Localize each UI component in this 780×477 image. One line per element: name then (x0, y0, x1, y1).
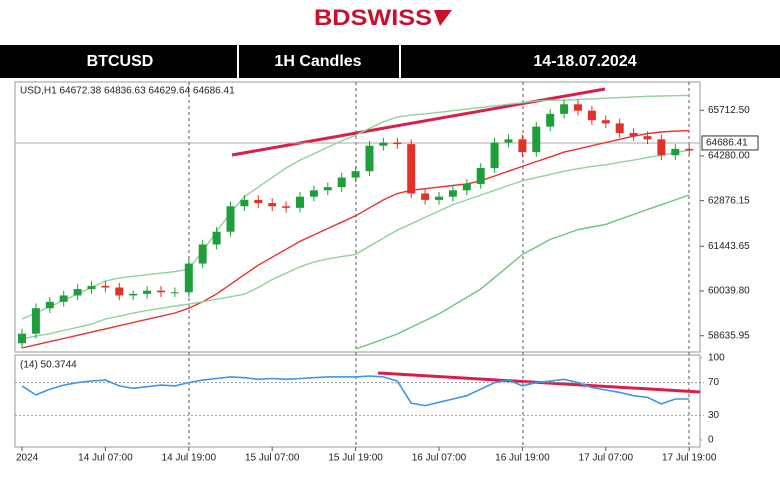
indicator-line (21, 149, 690, 340)
price-info: USD,H1 64672.38 64836.63 64629.64 64686.… (20, 86, 235, 97)
candle-body (671, 148, 680, 156)
candle-body (31, 308, 40, 334)
y-tick-label: 70 (708, 377, 720, 388)
x-tick-label: 17 Jul 07:00 (579, 453, 634, 464)
y-tick-label: 100 (708, 353, 725, 364)
candle-body (351, 171, 360, 178)
candle-body (268, 203, 277, 207)
candle-body (393, 142, 402, 145)
candle-body (574, 104, 582, 111)
candle-body (212, 231, 221, 245)
candle-body (365, 145, 374, 172)
price-panel (14, 81, 701, 353)
indicator-line (355, 194, 690, 350)
y-tick-label: 61443.65 (708, 241, 750, 252)
candle-body (337, 177, 346, 188)
candle-body (309, 190, 318, 197)
y-tick-label: 64280.00 (708, 151, 750, 162)
candle-body (518, 139, 527, 153)
x-tick-label: 16 Jul 19:00 (495, 453, 550, 464)
x-tick-label: 14 Jul 19:00 (162, 453, 217, 464)
candle-body (73, 289, 82, 296)
last-price-box (701, 135, 759, 151)
y-tick-label: 62876.15 (708, 195, 750, 206)
candle-body (240, 199, 249, 207)
candle-body (379, 142, 388, 146)
candle-body (546, 113, 555, 127)
candle-body (490, 142, 499, 169)
last-price-label: 64686.41 (706, 138, 748, 149)
dates: 14-18.07.2024 (533, 53, 636, 70)
timeframe: 1H Candles (274, 53, 361, 70)
x-tick-label: 17 Jul 19:00 (662, 453, 717, 464)
x-tick-label: 16 Jul 07:00 (412, 453, 467, 464)
candle-body (226, 206, 235, 232)
candle-body (59, 295, 68, 302)
indicator-line (21, 130, 690, 349)
y-tick-label: 60039.80 (708, 286, 750, 297)
y-tick-label: 58635.95 (708, 330, 750, 341)
candle-body (282, 206, 291, 208)
header-bar (0, 45, 780, 78)
candle-body (476, 168, 485, 184)
candle-body (170, 292, 179, 294)
candle-body (101, 285, 110, 288)
symbol: BTCUSD (87, 53, 154, 70)
candle-body (296, 196, 304, 208)
candle-body (18, 333, 26, 344)
candle-body (184, 263, 193, 293)
candle-body (198, 244, 207, 264)
candle-body (629, 132, 638, 137)
x-tick-label: 15 Jul 19:00 (328, 453, 383, 464)
x-tick-label: 2024 (16, 453, 39, 464)
candle-body (532, 126, 541, 153)
candle-body (587, 110, 596, 121)
candle-body (421, 193, 430, 200)
candle-body (323, 187, 332, 191)
candle-body (504, 139, 513, 143)
logo-mark (434, 10, 452, 26)
candle-body (254, 199, 263, 204)
candle-body (615, 123, 624, 133)
candle-body (643, 136, 652, 140)
y-tick-label: 0 (708, 435, 714, 446)
x-tick-label: 15 Jul 07:00 (245, 453, 300, 464)
day-separators (188, 82, 690, 447)
x-tick-label: 14 Jul 07:00 (78, 453, 133, 464)
candle-body (435, 196, 443, 200)
logo: BDSWISS (314, 5, 432, 30)
candle-body (45, 301, 54, 309)
candle-body (157, 290, 165, 293)
rsi-info: (14) 50.3744 (20, 360, 77, 371)
candle-body (407, 144, 416, 194)
candle-body (601, 120, 610, 124)
candle-body (685, 148, 694, 151)
candle-body (143, 290, 152, 294)
indicator-line (21, 375, 690, 407)
candle-body (448, 190, 457, 197)
candle-body (115, 287, 124, 296)
y-tick-label: 65712.50 (708, 105, 750, 116)
candle-body (560, 104, 569, 114)
candle-body (129, 293, 138, 296)
candle-body (87, 285, 96, 290)
rsi-panel (14, 354, 701, 448)
indicator-line (21, 94, 690, 320)
candle-body (657, 139, 666, 156)
candle-body (462, 183, 471, 191)
y-tick-label: 30 (708, 410, 720, 421)
